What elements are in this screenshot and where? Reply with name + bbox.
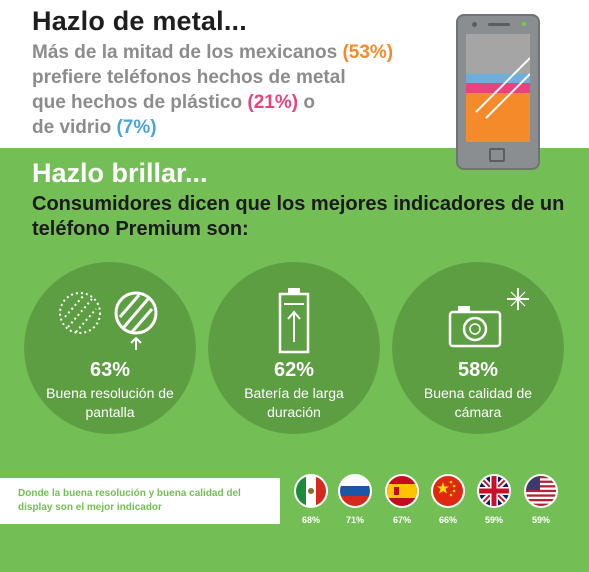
flag-percent: 59% bbox=[531, 515, 550, 525]
flag-percent: 68% bbox=[301, 515, 320, 525]
metal-line3-tail: o bbox=[303, 92, 315, 113]
metal-line1: Más de la mitad de los mexicanos bbox=[32, 42, 338, 63]
indicator-battery: 62% Batería de larga duración bbox=[208, 262, 380, 434]
metal-title: Hazlo de metal... bbox=[32, 6, 247, 36]
flag-percent: 67% bbox=[392, 515, 411, 525]
china-flag-icon bbox=[431, 474, 465, 508]
indicator-camera: 58% Buena calidad de cámara bbox=[392, 262, 564, 434]
phone-home-button-icon bbox=[489, 148, 505, 162]
phone-camera-icon bbox=[472, 22, 477, 27]
plastic-percent: (21%) bbox=[247, 92, 299, 113]
screen-metal-segment bbox=[466, 93, 530, 142]
smartphone-illustration bbox=[456, 14, 540, 170]
display-banner-text: Donde la buena resolución y buena calida… bbox=[18, 488, 241, 513]
indicator-label: Buena resolución de pantalla bbox=[46, 385, 174, 420]
flag-percent: 59% bbox=[484, 515, 503, 525]
indicator-label: Buena calidad de cámara bbox=[423, 385, 533, 420]
battery-icon bbox=[278, 288, 310, 354]
indicator-screen-resolution: 63% Buena resolución de pantalla bbox=[24, 262, 196, 434]
display-indicator-banner: Donde la buena resolución y buena calida… bbox=[0, 478, 280, 524]
shine-title: Hazlo brillar... bbox=[32, 158, 208, 188]
glass-percent: (7%) bbox=[116, 117, 157, 138]
russia-flag-icon bbox=[338, 474, 372, 508]
mexico-flag-icon bbox=[294, 474, 328, 508]
screen-resolution-icon bbox=[59, 291, 158, 350]
indicator-label: Batería de larga duración bbox=[244, 385, 344, 420]
metal-description: Más de la mitad de los mexicanos (53%) p… bbox=[32, 40, 452, 140]
indicator-percent: 63% bbox=[89, 359, 131, 381]
metal-line3: que hechos de plástico bbox=[32, 92, 243, 113]
metal-line2: prefiere teléfonos hechos de metal bbox=[32, 67, 346, 88]
indicator-percent: 62% bbox=[273, 359, 315, 381]
uk-flag-icon bbox=[477, 474, 511, 508]
camera-icon bbox=[448, 288, 529, 348]
screen-plastic-segment bbox=[466, 83, 530, 93]
usa-flag-icon bbox=[524, 474, 558, 508]
shine-subtitle: Consumidores dicen que los mejores indic… bbox=[32, 193, 565, 240]
metal-line4: de vidrio bbox=[32, 117, 112, 138]
phone-led-icon bbox=[522, 22, 526, 26]
indicator-percent: 58% bbox=[457, 359, 499, 381]
phone-speaker-icon bbox=[488, 23, 510, 26]
phone-screen bbox=[466, 34, 530, 142]
screen-blue-segment bbox=[466, 74, 530, 83]
flag-percent: 71% bbox=[345, 515, 364, 525]
screen-glare-icon bbox=[475, 57, 530, 119]
shine-section: Hazlo brillar... Consumidores dicen que … bbox=[0, 148, 589, 572]
flag-percent: 66% bbox=[438, 515, 457, 525]
spain-flag-icon bbox=[385, 474, 419, 508]
metal-percent: (53%) bbox=[342, 42, 394, 63]
